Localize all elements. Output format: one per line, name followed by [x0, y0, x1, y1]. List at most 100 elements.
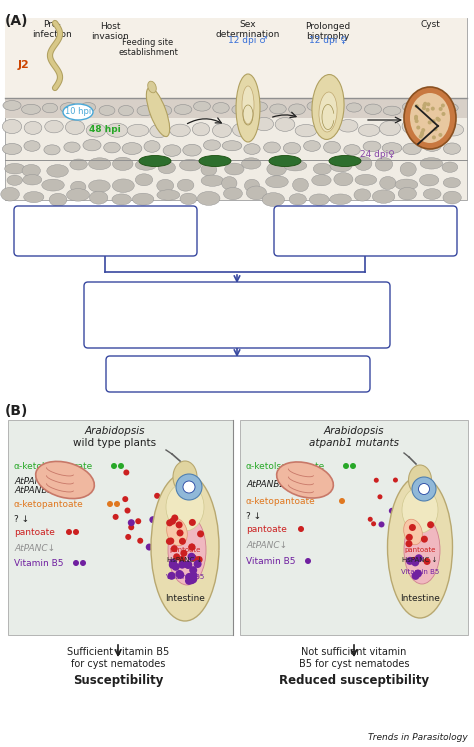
Ellipse shape: [312, 75, 344, 140]
Circle shape: [172, 562, 180, 571]
Ellipse shape: [317, 120, 337, 132]
Ellipse shape: [157, 179, 173, 192]
Circle shape: [426, 108, 429, 112]
Circle shape: [441, 112, 446, 116]
Ellipse shape: [168, 515, 206, 585]
Ellipse shape: [354, 189, 371, 201]
Ellipse shape: [183, 144, 201, 156]
Circle shape: [73, 529, 79, 535]
Ellipse shape: [402, 102, 419, 111]
Ellipse shape: [44, 145, 60, 155]
Ellipse shape: [346, 103, 362, 112]
Circle shape: [128, 524, 134, 530]
Circle shape: [427, 521, 434, 528]
Circle shape: [179, 538, 186, 545]
Ellipse shape: [395, 179, 418, 190]
Ellipse shape: [246, 186, 266, 199]
Circle shape: [114, 501, 120, 507]
Circle shape: [441, 104, 445, 108]
Circle shape: [189, 575, 197, 583]
Circle shape: [125, 534, 131, 540]
Ellipse shape: [173, 461, 197, 493]
Ellipse shape: [244, 143, 260, 155]
Circle shape: [158, 515, 165, 522]
Text: Host
invasion: Host invasion: [91, 22, 129, 41]
Ellipse shape: [5, 164, 25, 174]
Text: Sex
determination: Sex determination: [216, 20, 280, 40]
Ellipse shape: [132, 193, 154, 205]
Circle shape: [113, 514, 118, 520]
Ellipse shape: [365, 104, 382, 114]
Ellipse shape: [304, 140, 320, 152]
Ellipse shape: [81, 102, 96, 112]
FancyBboxPatch shape: [5, 18, 467, 98]
Ellipse shape: [423, 188, 441, 199]
Ellipse shape: [24, 191, 44, 202]
Circle shape: [175, 570, 183, 578]
Ellipse shape: [60, 102, 78, 114]
Circle shape: [188, 544, 195, 551]
Ellipse shape: [144, 140, 160, 152]
Circle shape: [184, 561, 192, 569]
Text: Vitamin B5: Vitamin B5: [14, 559, 64, 568]
Ellipse shape: [355, 157, 372, 170]
Ellipse shape: [42, 103, 58, 113]
Ellipse shape: [388, 476, 453, 618]
Ellipse shape: [7, 176, 22, 185]
Circle shape: [196, 556, 203, 563]
Circle shape: [176, 474, 202, 500]
Text: Intestine: Intestine: [165, 594, 205, 603]
Ellipse shape: [163, 145, 181, 156]
Circle shape: [169, 559, 177, 567]
Circle shape: [111, 463, 117, 469]
Text: 12 dpi ♂: 12 dpi ♂: [228, 36, 268, 45]
Circle shape: [137, 538, 143, 544]
Circle shape: [184, 561, 192, 568]
Ellipse shape: [222, 176, 237, 190]
Ellipse shape: [283, 143, 301, 154]
Text: AtPANB2↓: AtPANB2↓: [14, 486, 61, 495]
Text: α-ketopantoate: α-ketopantoate: [246, 497, 316, 506]
Ellipse shape: [86, 124, 106, 137]
Ellipse shape: [355, 174, 377, 185]
Circle shape: [350, 463, 356, 469]
Circle shape: [171, 545, 178, 552]
Circle shape: [189, 544, 195, 551]
Circle shape: [185, 573, 193, 581]
Circle shape: [436, 117, 439, 121]
Ellipse shape: [201, 175, 224, 186]
Text: Prolonged
biotrophy: Prolonged biotrophy: [305, 22, 351, 41]
Circle shape: [411, 558, 419, 566]
Ellipse shape: [99, 105, 115, 115]
FancyBboxPatch shape: [8, 420, 233, 635]
FancyBboxPatch shape: [274, 206, 457, 256]
Ellipse shape: [402, 119, 420, 134]
Text: ? ↓: ? ↓: [14, 515, 29, 524]
Text: α-ketolsovalerate: α-ketolsovalerate: [14, 462, 93, 471]
Ellipse shape: [106, 123, 128, 137]
Ellipse shape: [232, 123, 254, 137]
Ellipse shape: [148, 81, 156, 93]
Ellipse shape: [112, 179, 134, 193]
Ellipse shape: [24, 140, 40, 152]
Ellipse shape: [3, 101, 21, 111]
Circle shape: [305, 558, 311, 564]
Text: J2: J2: [18, 60, 30, 70]
Circle shape: [368, 517, 373, 521]
Ellipse shape: [400, 162, 416, 176]
Ellipse shape: [310, 194, 329, 205]
Circle shape: [419, 134, 423, 138]
Ellipse shape: [275, 117, 295, 131]
Ellipse shape: [402, 487, 438, 533]
Circle shape: [423, 102, 427, 106]
Circle shape: [66, 529, 72, 535]
Ellipse shape: [150, 124, 168, 137]
Ellipse shape: [443, 191, 461, 204]
Ellipse shape: [197, 191, 220, 205]
Circle shape: [438, 133, 442, 137]
Ellipse shape: [422, 140, 441, 152]
Circle shape: [298, 526, 304, 532]
Ellipse shape: [21, 105, 40, 114]
Text: Metabolic pathways that were
incomplete in H. schachtii, but
complemented by the: Metabolic pathways that were incomplete …: [162, 298, 312, 332]
Ellipse shape: [151, 473, 219, 621]
